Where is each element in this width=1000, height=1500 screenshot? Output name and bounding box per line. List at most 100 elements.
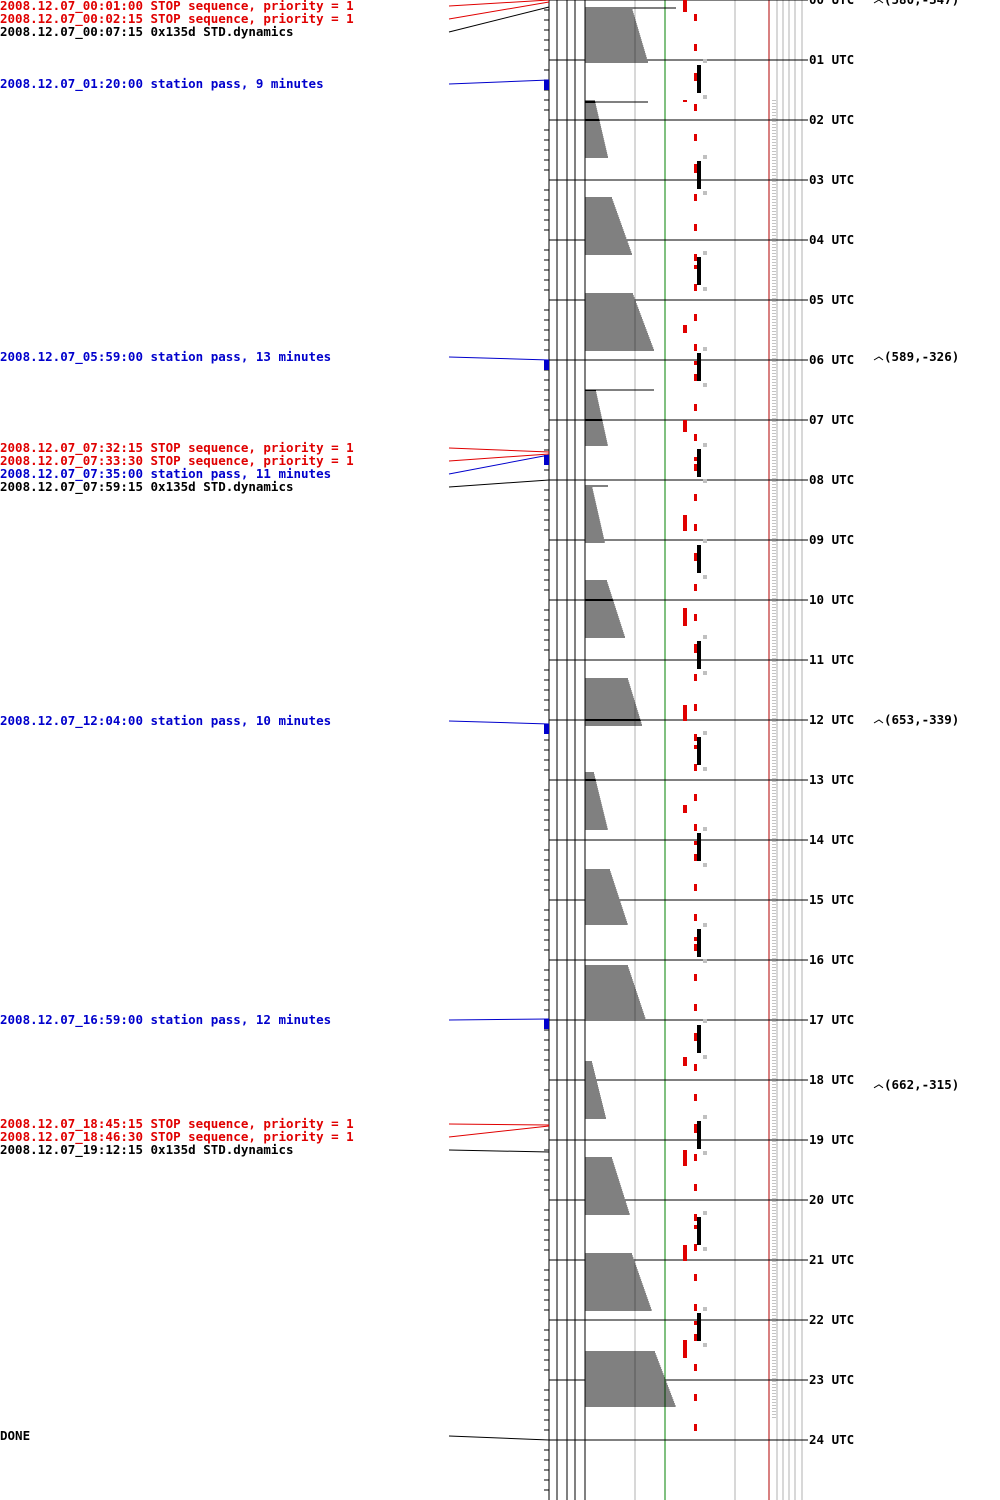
pass-indicator-cap [703, 635, 707, 639]
event-entry-pass: 2008.12.07_12:04:00 station pass, 10 min… [0, 713, 331, 729]
pass-indicator-mark [694, 937, 697, 941]
pass-indicator-cap [703, 1307, 707, 1311]
status-dash [694, 884, 697, 891]
pass-indicator-mark [694, 1129, 697, 1133]
status-block [683, 325, 687, 333]
event-entry-stop: 2008.12.07_18:45:15 STOP sequence, prior… [0, 1116, 354, 1132]
pass-indicator-mark [694, 1321, 697, 1325]
event-list: 2008.12.07_00:01:00 STOP sequence, prior… [0, 0, 354, 1443]
hour-labels: 00 UTC 01 UTC 02 UTC 03 UTC 04 UTC 05 UTC 06 U… [809, 0, 854, 1447]
pass-indicator-cap [703, 1055, 707, 1059]
hour-label: 07 UTC [809, 412, 854, 427]
pass-indicator-cap [703, 1211, 707, 1215]
status-dash [694, 44, 697, 51]
hour-label: 17 UTC [809, 1012, 854, 1027]
event-entry-dyn: 2008.12.07_00:07:15 0x135d STD.dynamics [0, 24, 294, 40]
status-marks [683, 0, 707, 1431]
status-dash [694, 824, 697, 831]
hour-label: 03 UTC [809, 172, 854, 187]
event-entry-stop: 2008.12.07_18:46:30 STOP sequence, prior… [0, 1129, 354, 1145]
hour-label: 04 UTC [809, 232, 854, 247]
pass-indicator-cap [703, 1151, 707, 1155]
status-dash [694, 974, 697, 981]
status-block [683, 420, 687, 432]
status-dash [694, 914, 697, 921]
event-leader-line [448, 454, 550, 475]
pass-indicator-mark [694, 457, 697, 461]
status-dash [694, 494, 697, 501]
hour-label: 24 UTC [809, 1432, 854, 1447]
hour-label: 11 UTC [809, 652, 854, 667]
pass-indicator-mark [694, 73, 697, 77]
status-dash [694, 1424, 697, 1431]
status-dash [694, 1154, 697, 1161]
status-dash [694, 434, 697, 441]
status-dash [694, 224, 697, 231]
event-leader-lines [448, 0, 550, 1441]
event-leader-line [448, 1435, 550, 1441]
event-entry-stop: 2008.12.07_00:01:00 STOP sequence, prior… [0, 0, 354, 14]
event-entry-done: DONE [0, 1428, 30, 1443]
pass-indicator-cap [703, 347, 707, 351]
status-dash [694, 314, 697, 321]
timeline-axes [544, 0, 808, 1500]
pass-indicator-mark [694, 1033, 697, 1037]
pass-indicator-cap [703, 251, 707, 255]
status-block [683, 515, 687, 531]
pass-indicator-cap [703, 827, 707, 831]
station-pass-marker [544, 1019, 549, 1029]
event-leader-line [448, 1125, 550, 1138]
pass-indicator-cap [703, 1343, 707, 1347]
hour-label: 16 UTC [809, 952, 854, 967]
pass-indicator-mark [694, 745, 697, 749]
pass-indicator-mark [694, 1225, 697, 1229]
status-dash [694, 1364, 697, 1371]
status-dash [694, 1244, 697, 1251]
status-dash [694, 134, 697, 141]
event-entry-dyn: 2008.12.07_07:59:15 0x135d STD.dynamics [0, 479, 294, 495]
event-entry-stop: 2008.12.07_07:33:30 STOP sequence, prior… [0, 453, 354, 469]
pass-indicator [697, 161, 701, 189]
status-dash [694, 344, 697, 351]
pass-indicator [697, 257, 701, 285]
pass-indicator-cap [703, 923, 707, 927]
pass-indicator-cap [703, 863, 707, 867]
status-dash [694, 464, 697, 471]
status-dash [694, 1394, 697, 1401]
status-dash [694, 14, 697, 21]
hour-label: 01 UTC [809, 52, 854, 67]
orbit-tick-icon [873, 356, 884, 361]
status-dash [694, 794, 697, 801]
status-dash [694, 1304, 697, 1311]
orbit-marks: (580,-347) (589,-326) (653,-339) (662,-315) [873, 0, 959, 1092]
pass-indicator-cap [703, 191, 707, 195]
activity-bars [585, 7, 676, 1407]
orbit-mark-label: (580,-347) [884, 0, 959, 7]
pass-indicator-mark [694, 169, 697, 173]
status-dash [694, 104, 697, 111]
orbit-tick-icon [873, 719, 884, 724]
hour-label: 12 UTC [809, 712, 854, 727]
pass-indicator [697, 737, 701, 765]
status-block [683, 100, 687, 102]
pass-indicator [697, 1313, 701, 1341]
pass-indicator-cap [703, 287, 707, 291]
status-dash [694, 554, 697, 561]
pass-indicator-cap [703, 539, 707, 543]
status-dash [694, 704, 697, 711]
pass-indicator-cap [703, 155, 707, 159]
status-block [683, 0, 687, 12]
orbit-mark-label: (662,-315) [884, 1077, 959, 1092]
status-dash [694, 1064, 697, 1071]
hour-label: 23 UTC [809, 1372, 854, 1387]
pass-indicator-cap [703, 1247, 707, 1251]
pass-indicator-mark [694, 553, 697, 557]
status-block [683, 805, 687, 813]
pass-indicator-cap [703, 959, 707, 963]
status-block [683, 1245, 687, 1261]
status-dash [694, 1004, 697, 1011]
pass-indicator-cap [703, 1019, 707, 1023]
status-dash [694, 524, 697, 531]
status-dash [694, 944, 697, 951]
